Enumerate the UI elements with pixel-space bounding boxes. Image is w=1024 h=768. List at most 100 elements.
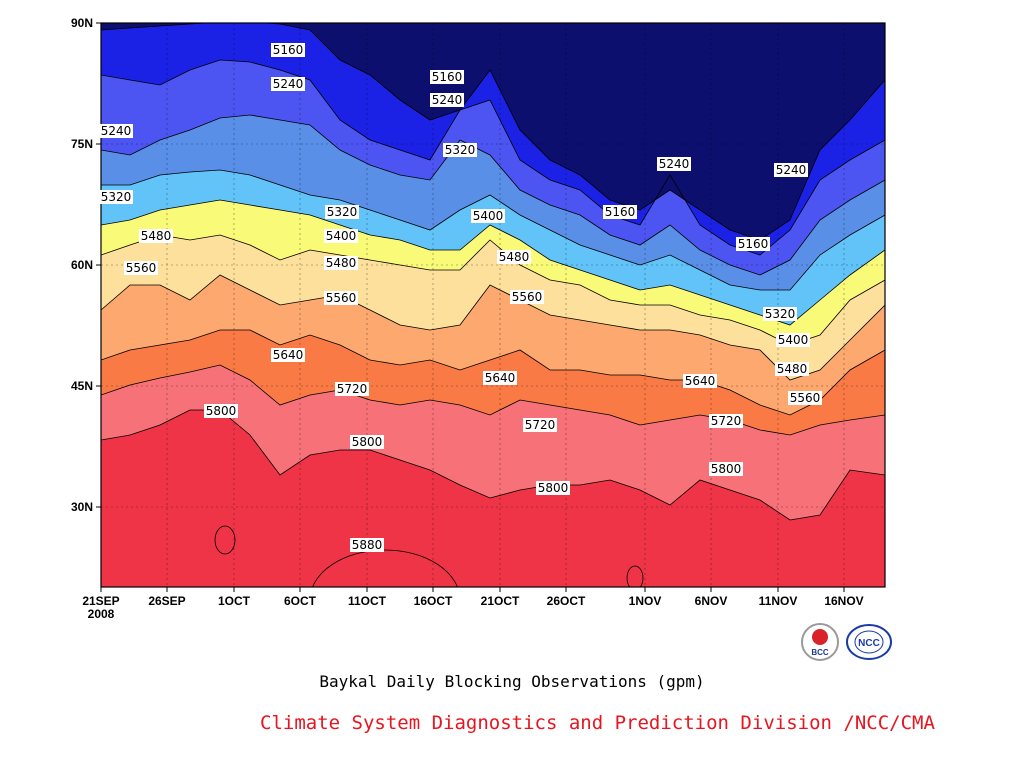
contour-label-box-9 bbox=[774, 163, 808, 177]
y-tick-label-0: 90N bbox=[71, 16, 93, 30]
contour-label-23: 5560 bbox=[788, 391, 822, 405]
ncc-logo: NCC bbox=[845, 622, 893, 666]
contour-line-2 bbox=[101, 114, 885, 276]
contour-label-text-32: 5800 bbox=[538, 481, 569, 495]
contour-label-box-12 bbox=[471, 209, 505, 223]
contour-label-text-24: 5640 bbox=[273, 348, 304, 362]
contour-label-text-29: 5720 bbox=[525, 418, 556, 432]
contour-label-31: 5800 bbox=[350, 435, 384, 449]
contour-label-17: 5480 bbox=[497, 250, 531, 264]
contour-label-box-20 bbox=[763, 307, 797, 321]
contour-label-text-26: 5640 bbox=[485, 371, 516, 385]
contour-label-text-3: 5240 bbox=[432, 93, 463, 107]
contour-label-text-16: 5560 bbox=[126, 261, 157, 275]
contour-label-box-15 bbox=[324, 256, 358, 270]
y-tick-label-4: 30N bbox=[71, 500, 93, 514]
contour-label-box-14 bbox=[324, 229, 358, 243]
contour-label-box-18 bbox=[324, 291, 358, 305]
contour-label-box-7 bbox=[657, 157, 691, 171]
contour-label-1: 5240 bbox=[271, 77, 305, 91]
contour-label-box-31 bbox=[350, 435, 384, 449]
contour-label-text-4: 5240 bbox=[101, 124, 132, 138]
contour-line-1 bbox=[101, 59, 885, 256]
plot-frame bbox=[100, 22, 886, 588]
y-tick-label-2: 60N bbox=[71, 258, 93, 272]
x-tick-label-1: 26SEP bbox=[148, 594, 185, 608]
contour-label-box-26 bbox=[483, 371, 517, 385]
contour-label-box-5 bbox=[325, 205, 359, 219]
x-tick-label-3: 6OCT bbox=[284, 594, 317, 608]
contour-line-8 bbox=[101, 364, 885, 436]
contour-label-19: 5560 bbox=[510, 290, 544, 304]
contour-label-15: 5480 bbox=[324, 256, 358, 270]
contour-label-21: 5400 bbox=[776, 333, 810, 347]
contour-band-2 bbox=[101, 60, 885, 275]
contour-label-16: 5560 bbox=[124, 261, 158, 275]
contour-label-box-32 bbox=[536, 481, 570, 495]
contour-band-9 bbox=[101, 365, 885, 520]
contour-line-5 bbox=[101, 234, 885, 346]
contour-band-10 bbox=[101, 410, 885, 587]
contour-label-box-23 bbox=[788, 391, 822, 405]
credit-line: Climate System Diagnostics and Predictio… bbox=[260, 712, 935, 734]
y-tick-label-1: 75N bbox=[71, 137, 93, 151]
contour-label-box-16 bbox=[124, 261, 158, 275]
contour-label-text-1: 5240 bbox=[273, 77, 304, 91]
contour-label-34: 5880 bbox=[350, 538, 384, 552]
contour-label-text-13: 5480 bbox=[141, 229, 172, 243]
contour-label-9: 5240 bbox=[774, 163, 808, 177]
contour-label-text-20: 5320 bbox=[765, 307, 796, 321]
contour-label-8: 5160 bbox=[603, 205, 637, 219]
x-tick-label-11: 16NOV bbox=[824, 594, 863, 608]
contour-label-box-3 bbox=[430, 93, 464, 107]
contour-label-text-33: 5800 bbox=[711, 462, 742, 476]
contour-label-text-5: 5320 bbox=[327, 205, 358, 219]
contour-band-5 bbox=[101, 200, 885, 345]
contour-label-box-27 bbox=[683, 374, 717, 388]
contour-label-7: 5240 bbox=[657, 157, 691, 171]
contour-label-box-21 bbox=[776, 333, 810, 347]
contour-label-text-31: 5800 bbox=[352, 435, 383, 449]
contour-band-6 bbox=[101, 235, 885, 380]
contour-label-box-33 bbox=[709, 462, 743, 476]
contour-label-33: 5800 bbox=[709, 462, 743, 476]
contour-label-text-18: 5560 bbox=[326, 291, 357, 305]
contour-label-18: 5560 bbox=[324, 291, 358, 305]
contour-label-text-28: 5800 bbox=[206, 404, 237, 418]
contour-label-text-8: 5160 bbox=[605, 205, 636, 219]
contour-label-box-30 bbox=[709, 414, 743, 428]
x-tick-label-5: 16OCT bbox=[414, 594, 453, 608]
contour-label-box-34 bbox=[350, 538, 384, 552]
contour-label-box-6 bbox=[99, 190, 133, 204]
x-tick-label-0: 21SEP bbox=[82, 594, 119, 608]
contour-label-11: 5320 bbox=[443, 143, 477, 157]
contour-label-5: 5320 bbox=[325, 205, 359, 219]
x-tick-label-4: 11OCT bbox=[348, 594, 387, 608]
contour-label-14: 5400 bbox=[324, 229, 358, 243]
ncc-logo-text: NCC bbox=[858, 638, 880, 649]
contour-label-28: 5800 bbox=[204, 404, 238, 418]
contour-label-26: 5640 bbox=[483, 371, 517, 385]
high-cell-1 bbox=[626, 565, 644, 587]
contour-label-27: 5640 bbox=[683, 374, 717, 388]
contour-label-text-15: 5480 bbox=[326, 256, 357, 270]
contour-label-10: 5160 bbox=[736, 237, 770, 251]
bcc-logo-text: BCC bbox=[811, 648, 829, 657]
contour-label-box-1 bbox=[271, 77, 305, 91]
contour-label-text-25: 5720 bbox=[337, 382, 368, 396]
x-year-label: 2008 bbox=[88, 607, 115, 621]
x-tick-label-9: 6NOV bbox=[695, 594, 728, 608]
contour-label-box-0 bbox=[271, 43, 305, 57]
contour-label-13: 5480 bbox=[139, 229, 173, 243]
contour-label-box-22 bbox=[775, 362, 809, 376]
contour-line-0 bbox=[101, 23, 885, 241]
contour-line-7 bbox=[101, 329, 885, 416]
contour-label-22: 5480 bbox=[775, 362, 809, 376]
contour-label-text-27: 5640 bbox=[685, 374, 716, 388]
y-tick-label-3: 45N bbox=[71, 379, 93, 393]
contour-label-text-17: 5480 bbox=[499, 250, 530, 264]
gridlines bbox=[101, 23, 885, 587]
contour-label-text-11: 5320 bbox=[445, 143, 476, 157]
x-tick-label-10: 11NOV bbox=[759, 594, 798, 608]
contour-line-6 bbox=[101, 274, 885, 381]
